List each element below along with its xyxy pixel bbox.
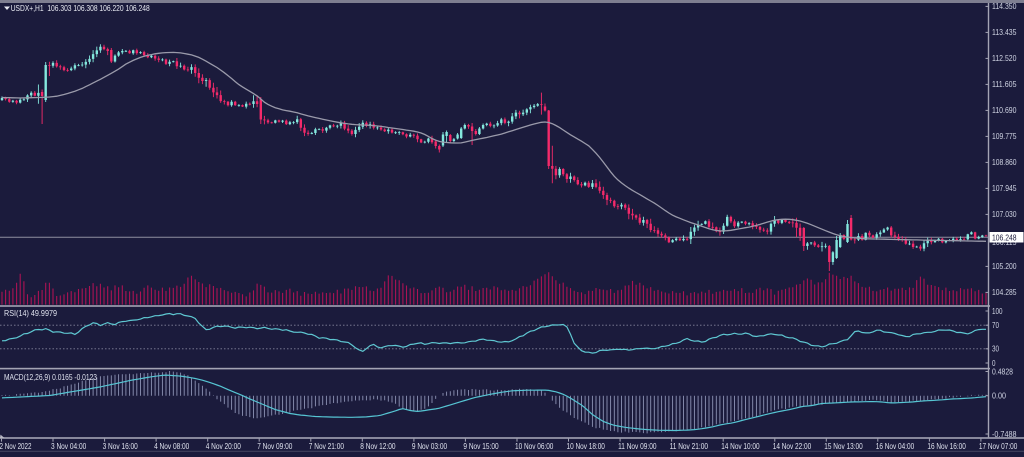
- svg-text:17 Nov 07:00: 17 Nov 07:00: [979, 442, 1018, 451]
- svg-text:7 Nov 21:00: 7 Nov 21:00: [309, 442, 345, 451]
- svg-text:0.00: 0.00: [992, 392, 1006, 401]
- svg-text:RSI(14) 49.9979: RSI(14) 49.9979: [4, 309, 57, 318]
- svg-text:15 Nov 13:00: 15 Nov 13:00: [824, 442, 863, 451]
- svg-text:3 Nov 04:00: 3 Nov 04:00: [51, 442, 87, 451]
- svg-text:114.350: 114.350: [992, 2, 1017, 11]
- svg-text:10 Nov 18:00: 10 Nov 18:00: [567, 442, 606, 451]
- svg-text:7 Nov 09:00: 7 Nov 09:00: [257, 442, 293, 451]
- svg-text:112.520: 112.520: [992, 54, 1017, 63]
- svg-text:9 Nov 15:00: 9 Nov 15:00: [463, 442, 499, 451]
- svg-text:9 Nov 03:00: 9 Nov 03:00: [412, 442, 448, 451]
- svg-text:70: 70: [992, 321, 999, 330]
- svg-text:14 Nov 10:00: 14 Nov 10:00: [721, 442, 760, 451]
- svg-text:4 Nov 20:00: 4 Nov 20:00: [206, 442, 242, 451]
- svg-text:106.115: 106.115: [992, 238, 1017, 247]
- svg-text:113.435: 113.435: [992, 28, 1017, 37]
- svg-text:11 Nov 09:00: 11 Nov 09:00: [618, 442, 657, 451]
- svg-text:104.285: 104.285: [992, 288, 1017, 297]
- svg-text:4 Nov 08:00: 4 Nov 08:00: [154, 442, 190, 451]
- svg-text:110.690: 110.690: [992, 106, 1017, 115]
- svg-text:106.248: 106.248: [992, 234, 1017, 243]
- svg-text:111.605: 111.605: [992, 80, 1017, 89]
- svg-text:2 Nov 2022: 2 Nov 2022: [0, 442, 32, 451]
- svg-text:11 Nov 21:00: 11 Nov 21:00: [670, 442, 709, 451]
- svg-text:8 Nov 12:00: 8 Nov 12:00: [360, 442, 396, 451]
- svg-text:0.4828: 0.4828: [992, 367, 1013, 376]
- svg-text:USDX+,H1 106.303 106.308 106.: USDX+,H1 106.303 106.308 106.220 106.248: [11, 4, 150, 13]
- svg-text:14 Nov 22:00: 14 Nov 22:00: [773, 442, 812, 451]
- svg-text:-0.7488: -0.7488: [992, 430, 1017, 439]
- svg-text:16 Nov 16:00: 16 Nov 16:00: [927, 442, 966, 451]
- svg-text:100: 100: [992, 307, 1003, 316]
- svg-text:MACD(12,26,9) 0.0165 -0.0123: MACD(12,26,9) 0.0165 -0.0123: [4, 373, 97, 382]
- svg-text:109.775: 109.775: [992, 132, 1017, 141]
- svg-text:16 Nov 04:00: 16 Nov 04:00: [876, 442, 915, 451]
- svg-text:108.860: 108.860: [992, 158, 1017, 167]
- svg-text:107.030: 107.030: [992, 210, 1017, 219]
- svg-text:105.200: 105.200: [992, 262, 1017, 271]
- svg-text:10 Nov 06:00: 10 Nov 06:00: [515, 442, 554, 451]
- svg-text:107.945: 107.945: [992, 184, 1017, 193]
- svg-text:30: 30: [992, 345, 999, 354]
- svg-text:3 Nov 16:00: 3 Nov 16:00: [103, 442, 139, 451]
- svg-text:0: 0: [992, 359, 996, 368]
